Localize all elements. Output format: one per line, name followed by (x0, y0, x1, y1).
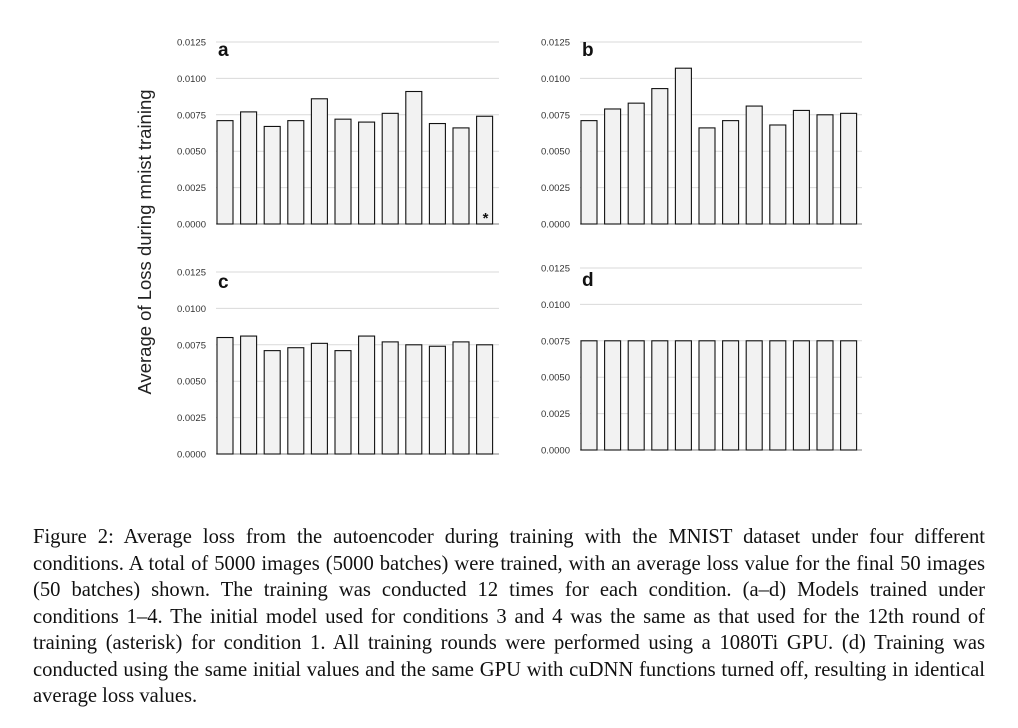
bar-a-2 (240, 111, 258, 225)
bar-a-6 (334, 118, 352, 225)
bar-c-4 (287, 347, 305, 455)
bar-d-7 (722, 340, 740, 451)
y-tick-label: 0.0025 (541, 409, 570, 420)
bar-c-8 (381, 341, 399, 455)
y-tick-label: 0.0075 (541, 110, 570, 121)
y-tick-label: 0.0000 (541, 446, 570, 457)
panel-label-d: d (582, 270, 594, 291)
bar-c-2 (240, 335, 258, 455)
figure-caption: Figure 2: Average loss from the autoenco… (33, 526, 985, 707)
y-tick-label: 0.0000 (177, 220, 206, 231)
y-tick-label: 0.0125 (541, 264, 570, 275)
bar-b-1 (580, 120, 598, 225)
bar-c-9 (405, 344, 423, 455)
y-tick-label: 0.0050 (177, 377, 206, 388)
bar-a-4 (287, 120, 305, 225)
bar-d-11 (816, 340, 834, 451)
bar-b-11 (816, 114, 834, 225)
bar-a-10 (428, 122, 446, 225)
bar-b-5 (674, 67, 692, 225)
bar-c-5 (310, 342, 328, 455)
y-tick-label: 0.0025 (177, 183, 206, 194)
y-axis-label: Average of Loss during mnist training (134, 89, 155, 394)
bar-c-11 (452, 341, 470, 455)
y-tick-label: 0.0100 (177, 74, 206, 85)
bar-a-1 (216, 120, 234, 225)
bar-a-3 (263, 125, 281, 225)
bar-d-3 (627, 340, 645, 451)
panel-label-c: c (218, 272, 229, 293)
bar-d-9 (769, 340, 787, 451)
figure-panels: Average of Loss during mnist training 0.… (134, 38, 862, 461)
y-tick-label: 0.0125 (177, 268, 206, 279)
y-tick-label: 0.0050 (541, 373, 570, 384)
y-tick-label: 0.0075 (177, 110, 206, 121)
bar-b-2 (604, 108, 622, 225)
y-tick-label: 0.0100 (541, 74, 570, 85)
panel-c: 0.0000 0.0025 0.0050 0.0075 0.0100 0.0125 c (177, 268, 499, 461)
panel-a: 0.0000 0.0025 0.0050 0.0075 0.0100 0.0125 * a (177, 38, 499, 231)
bar-d-12 (840, 340, 858, 451)
bar-c-6 (334, 350, 352, 455)
y-tick-label: 0.0025 (541, 183, 570, 194)
bar-b-4 (651, 88, 669, 225)
bar-d-4 (651, 340, 669, 451)
bar-c-10 (428, 345, 446, 455)
y-tick-label: 0.0000 (177, 450, 206, 461)
bar-b-3 (627, 102, 645, 225)
panel-label-b: b (582, 40, 594, 61)
panel-b: 0.0000 0.0025 0.0050 0.0075 0.0100 0.0125 b (541, 38, 862, 231)
bar-c-1 (216, 336, 234, 455)
bar-b-9 (769, 124, 787, 225)
bar-d-8 (745, 340, 763, 451)
bar-a-12 (476, 115, 494, 225)
bar-a-9 (405, 90, 423, 225)
panel-label-a: a (218, 40, 229, 61)
y-tick-label: 0.0075 (177, 340, 206, 351)
bar-d-5 (674, 340, 692, 451)
bar-a-8 (381, 112, 399, 225)
y-tick-label: 0.0125 (541, 38, 570, 49)
y-tick-label: 0.0050 (541, 147, 570, 158)
bar-a-11 (452, 127, 470, 225)
bar-a-5 (310, 98, 328, 225)
y-tick-label: 0.0125 (177, 38, 206, 49)
bar-c-3 (263, 350, 281, 455)
bar-d-1 (580, 340, 598, 451)
bar-b-7 (722, 120, 740, 225)
bar-d-10 (792, 340, 810, 451)
panel-d: 0.0000 0.0025 0.0050 0.0075 0.0100 0.0125 d (541, 264, 862, 457)
y-tick-label: 0.0075 (541, 336, 570, 347)
bar-b-8 (745, 105, 763, 225)
asterisk-annotation: * (483, 210, 489, 227)
bar-c-7 (358, 335, 376, 455)
bar-b-6 (698, 127, 716, 225)
bar-d-6 (698, 340, 716, 451)
bar-d-2 (604, 340, 622, 451)
bar-b-10 (792, 109, 810, 225)
y-tick-label: 0.0000 (541, 220, 570, 231)
y-tick-label: 0.0100 (541, 300, 570, 311)
bar-a-7 (358, 121, 376, 225)
y-tick-label: 0.0025 (177, 413, 206, 424)
y-tick-label: 0.0050 (177, 147, 206, 158)
bar-c-12 (476, 344, 494, 455)
bar-b-12 (840, 112, 858, 225)
y-tick-label: 0.0100 (177, 304, 206, 315)
